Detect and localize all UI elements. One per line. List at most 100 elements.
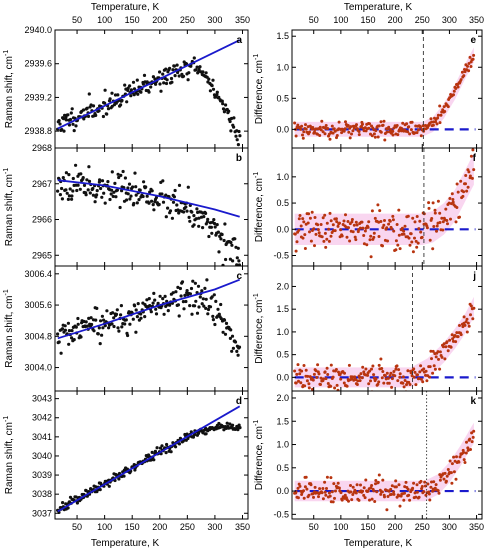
panel-j-point: [442, 342, 446, 346]
panel-f-point: [408, 243, 412, 247]
panel-a-point: [164, 67, 168, 71]
panel-e-point: [299, 127, 303, 131]
panel-e-point: [349, 125, 353, 129]
panel-k-point: [398, 504, 402, 508]
panel-j-point: [385, 371, 389, 375]
panel-j-point: [295, 372, 299, 376]
panel-f-point: [398, 247, 402, 251]
bottom-xtick-label: 150: [125, 522, 140, 532]
panel-c-ytick-label: 3004.8: [24, 331, 52, 341]
panel-b-point: [60, 197, 64, 201]
panel-e-point: [443, 110, 447, 113]
panel-f-point: [303, 247, 307, 250]
panel-k-point: [313, 485, 317, 489]
panel-e-point: [357, 133, 361, 137]
panel-a-point: [132, 87, 137, 91]
panel-e-point: [463, 70, 467, 74]
panel-k-point: [343, 493, 347, 497]
panel-j-point: [386, 376, 390, 380]
panel-a-point: [215, 93, 219, 97]
panel-a-point: [136, 92, 140, 96]
panel-b-point: [125, 198, 129, 202]
panel-d-point: [204, 432, 208, 436]
panel-k-point: [305, 487, 309, 491]
panel-e-point: [326, 127, 330, 130]
panel-b-point: [166, 206, 170, 210]
panel-c-fit-line: [57, 278, 241, 340]
panel-f-point: [445, 219, 449, 222]
panel-k-ytick-label: -0.5: [273, 509, 289, 519]
panel-e-point: [469, 65, 473, 68]
panel-j-point: [345, 384, 349, 388]
panel-c-point: [181, 300, 185, 304]
panel-k-point: [359, 483, 362, 487]
bottom-xtick-label: 200: [388, 522, 403, 532]
panel-a-point: [238, 134, 242, 138]
panel-c-point: [219, 317, 223, 321]
panel-b-point: [113, 181, 117, 185]
panel-k-point: [349, 490, 353, 494]
panel-b-frame: [54, 147, 249, 267]
panel-c-point: [112, 324, 116, 329]
panel-k-point: [327, 491, 331, 495]
panel-f-point: [455, 206, 459, 209]
panel-b-point: [141, 194, 145, 199]
panel-k-point: [419, 479, 423, 483]
panel-e-point: [320, 119, 324, 123]
panel-f-point: [298, 214, 302, 217]
panel-k-point: [392, 492, 396, 496]
panel-f-point: [340, 234, 344, 238]
panel-a-point: [195, 65, 199, 69]
panel-c-point: [236, 353, 240, 357]
panel-f-point: [308, 230, 311, 234]
panel-a-point: [237, 129, 241, 134]
panel-f-point: [361, 226, 365, 230]
panel-c-point: [210, 295, 214, 299]
panel-b-point: [79, 172, 83, 176]
panel-b-point: [65, 191, 69, 195]
panel-a-point: [74, 124, 78, 128]
panel-k-point: [402, 498, 406, 502]
panel-b-point: [95, 193, 99, 197]
panel-k-point: [413, 491, 417, 495]
panel-j-point: [430, 357, 433, 361]
panel-j-point: [303, 384, 307, 388]
panel-f-point: [396, 243, 400, 247]
panel-k-point: [443, 471, 447, 475]
panel-c-point: [90, 322, 94, 327]
panel-e-point: [348, 136, 352, 140]
panel-f-point: [314, 232, 318, 236]
panel-k-point: [404, 480, 408, 484]
panel-k-point: [298, 484, 302, 488]
panel-f-point: [416, 241, 420, 245]
panel-b-point: [192, 223, 196, 227]
panel-c-point: [162, 312, 166, 316]
panel-j-point: [406, 369, 410, 373]
panel-e-point: [367, 126, 371, 130]
panel-b-point: [150, 199, 154, 203]
top-xtick-label: 350: [469, 15, 484, 25]
panel-j-ytick-label: 0.0: [276, 372, 289, 382]
panel-c-point: [119, 304, 123, 308]
panel-j-point: [308, 375, 312, 379]
panel-e-point: [466, 64, 469, 68]
panel-k-point: [296, 496, 300, 500]
panel-f-point: [338, 221, 341, 225]
panel-d-point: [117, 477, 121, 481]
panel-f-ylabel: Difference, cm-1: [253, 172, 265, 243]
panel-b-point: [230, 243, 234, 247]
panel-j-point: [422, 367, 426, 371]
panel-a-point: [147, 90, 151, 94]
panel-d-data: [56, 405, 242, 514]
panel-k-point: [320, 491, 324, 495]
panel-f-point: [447, 201, 451, 205]
panel-e-point: [316, 132, 319, 136]
panel-f-point: [322, 239, 326, 243]
panel-c-point: [67, 342, 71, 346]
panel-f-point: [313, 244, 316, 248]
panel-k-point: [351, 485, 355, 489]
panel-j-point: [358, 379, 362, 383]
panel-j-point: [414, 383, 418, 387]
panel-a-point: [177, 74, 181, 78]
panel-a-point: [119, 103, 123, 107]
